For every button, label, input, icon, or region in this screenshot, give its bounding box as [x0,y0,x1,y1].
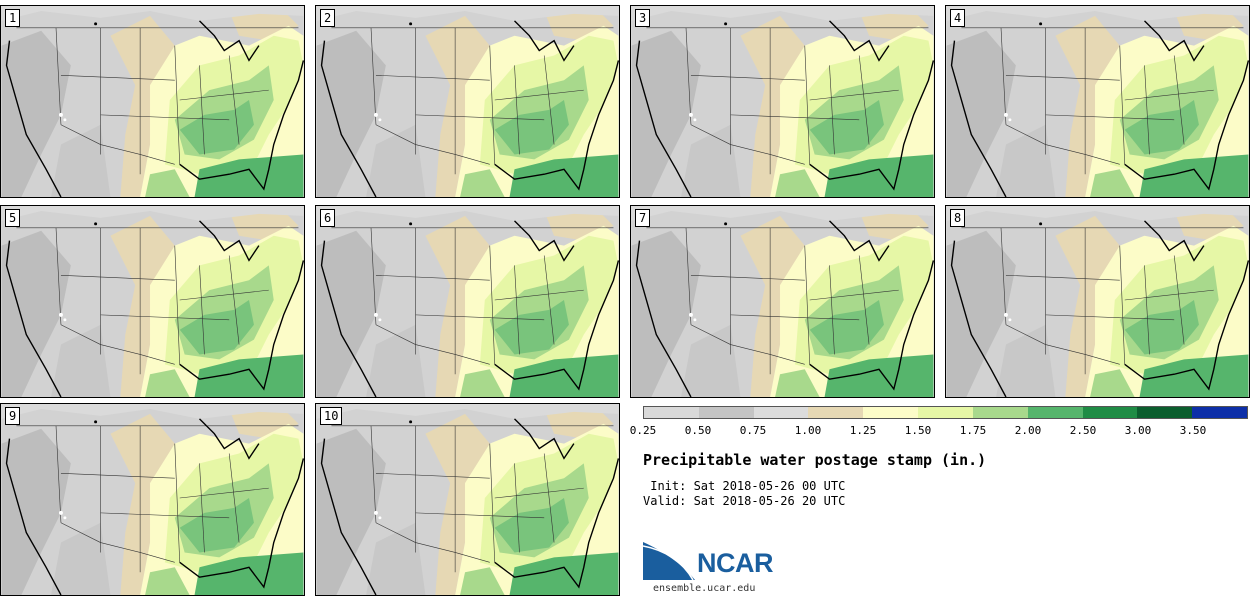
precip-map [316,206,619,397]
colorbar-swatch [972,407,1028,418]
colorbar-swatch [698,407,754,418]
map-panel-5: 5 [0,205,305,398]
map-panel-1: 1 [0,5,305,198]
panel-number: 7 [635,209,651,227]
precip-map [1,6,304,197]
colorbar-tick: 2.00 [1014,424,1042,437]
precip-map [946,206,1249,397]
colorbar-tick: 0.25 [629,424,657,437]
panel-number: 1 [5,9,21,27]
colorbar-swatch [808,407,864,418]
map-panel-6: 6 [315,205,620,398]
map-panel-7: 7 [630,205,935,398]
map-panel-2: 2 [315,5,620,198]
colorbar-tick: 1.25 [849,424,877,437]
valid-time: Valid: Sat 2018-05-26 20 UTC [643,494,846,508]
colorbar-swatch [753,407,809,418]
panel-number: 9 [5,407,21,425]
colorbar-tick: 1.50 [904,424,932,437]
colorbar-swatch [1082,407,1138,418]
figure-title: Precipitable water postage stamp (in.) [643,451,987,469]
colorbar-swatch [918,407,973,418]
ncar-logo-icon [643,540,699,581]
colorbar-swatch [863,407,919,418]
logo-wordmark: NCAR [697,548,774,578]
colorbar-tick: 3.00 [1124,424,1152,437]
precip-map [631,6,934,197]
colorbar-tick: 1.75 [959,424,987,437]
panel-number: 3 [635,9,651,27]
logo-url: ensemble.ucar.edu [653,583,756,594]
colorbar-tick: 0.50 [684,424,712,437]
map-panel-10: 10 [315,403,620,596]
panel-number: 8 [950,209,966,227]
colorbar-tick: 3.50 [1179,424,1207,437]
colorbar-tick: 1.00 [794,424,822,437]
map-panel-9: 9 [0,403,305,596]
init-time: Init: Sat 2018-05-26 00 UTC [643,479,846,493]
colorbar-swatch [1137,407,1193,418]
colorbar-swatch [1192,407,1247,418]
precip-map [946,6,1249,197]
panel-number: 5 [5,209,21,227]
map-panel-4: 4 [945,5,1250,198]
colorbar-swatch [644,407,699,418]
panel-number: 10 [320,407,343,425]
map-panel-3: 3 [630,5,935,198]
colorbar-swatch [1027,407,1083,418]
panel-number: 4 [950,9,966,27]
precip-map [1,404,304,595]
map-panel-8: 8 [945,205,1250,398]
precip-map [631,206,934,397]
precip-map [1,206,304,397]
colorbar-tick: 0.75 [739,424,767,437]
colorbar-tick: 2.50 [1069,424,1097,437]
colorbar [643,406,1248,419]
panel-number: 2 [320,9,336,27]
precip-map [316,6,619,197]
panel-number: 6 [320,209,336,227]
precip-map [316,404,619,595]
